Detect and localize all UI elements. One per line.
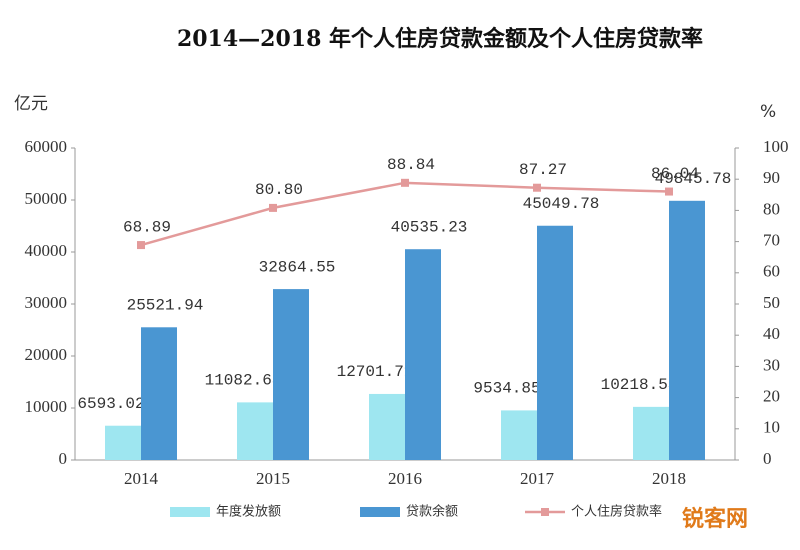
legend-label: 个人住房贷款率 [571, 504, 662, 520]
value-label: 68.89 [123, 218, 171, 236]
x-tick-label: 2015 [256, 469, 290, 488]
bar [273, 289, 309, 460]
value-label: 45049.78 [523, 195, 600, 213]
legend-swatch [360, 507, 400, 517]
y-tick-label: 40000 [25, 241, 68, 260]
x-tick-label: 2016 [388, 469, 422, 488]
legend-swatch [541, 508, 549, 516]
x-tick-label: 2018 [652, 469, 686, 488]
x-tick-label: 2017 [520, 469, 555, 488]
y2-tick-label: 60 [763, 262, 780, 281]
y2-tick-label: 50 [763, 293, 780, 312]
y2-tick-label: 70 [763, 231, 780, 250]
y-tick-label: 60000 [25, 137, 68, 156]
line-marker [665, 187, 673, 196]
bar [633, 406, 669, 460]
x-tick-label: 2014 [124, 469, 159, 488]
value-label: 86.04 [651, 165, 699, 183]
value-label: 9534.85 [473, 380, 540, 398]
y2-tick-label: 10 [763, 418, 780, 437]
y-tick-label: 10000 [25, 397, 68, 416]
y-tick-label: 0 [59, 449, 68, 468]
bar [369, 393, 405, 460]
value-label: 49845.78 [655, 170, 732, 188]
y-axis-label: 亿元 [14, 94, 48, 114]
line-marker [533, 183, 541, 192]
y2-tick-label: 20 [763, 387, 780, 406]
legend-swatch [170, 507, 210, 517]
chart-title: 2014—2018 年个人住房贷款金额及个人住房贷款率 [177, 26, 703, 52]
legend-label: 贷款余额 [406, 504, 458, 520]
value-label: 32864.55 [259, 258, 336, 276]
y2-tick-label: 90 [763, 168, 780, 187]
bar [537, 225, 573, 460]
value-label: 11082.63 [205, 372, 282, 390]
y2-axis-label: % [760, 102, 776, 122]
bar [237, 402, 273, 460]
watermark: 锐客网 [682, 506, 748, 532]
value-label: 87.27 [519, 161, 567, 179]
bar [405, 249, 441, 460]
value-label: 25521.94 [127, 297, 204, 315]
y2-tick-label: 80 [763, 199, 780, 218]
y2-tick-label: 40 [763, 324, 780, 343]
value-label: 40535.23 [391, 218, 468, 236]
value-label: 6593.02 [77, 395, 144, 413]
value-label: 10218.53 [601, 376, 678, 394]
legend-label: 年度发放额 [216, 504, 281, 520]
y-tick-label: 20000 [25, 345, 68, 364]
y-tick-label: 50000 [25, 189, 68, 208]
line-marker [269, 203, 277, 212]
bar [105, 425, 141, 460]
y2-tick-label: 0 [763, 449, 772, 468]
y2-tick-label: 100 [763, 137, 789, 156]
value-label: 12701.71 [337, 363, 414, 381]
y2-tick-label: 30 [763, 355, 780, 374]
bar [141, 327, 177, 460]
line-marker [401, 178, 409, 187]
value-label: 88.84 [387, 156, 435, 174]
bar [669, 200, 705, 460]
y-tick-label: 30000 [25, 293, 68, 312]
value-label: 80.80 [255, 181, 303, 199]
line-marker [137, 241, 145, 250]
bar [501, 410, 537, 460]
